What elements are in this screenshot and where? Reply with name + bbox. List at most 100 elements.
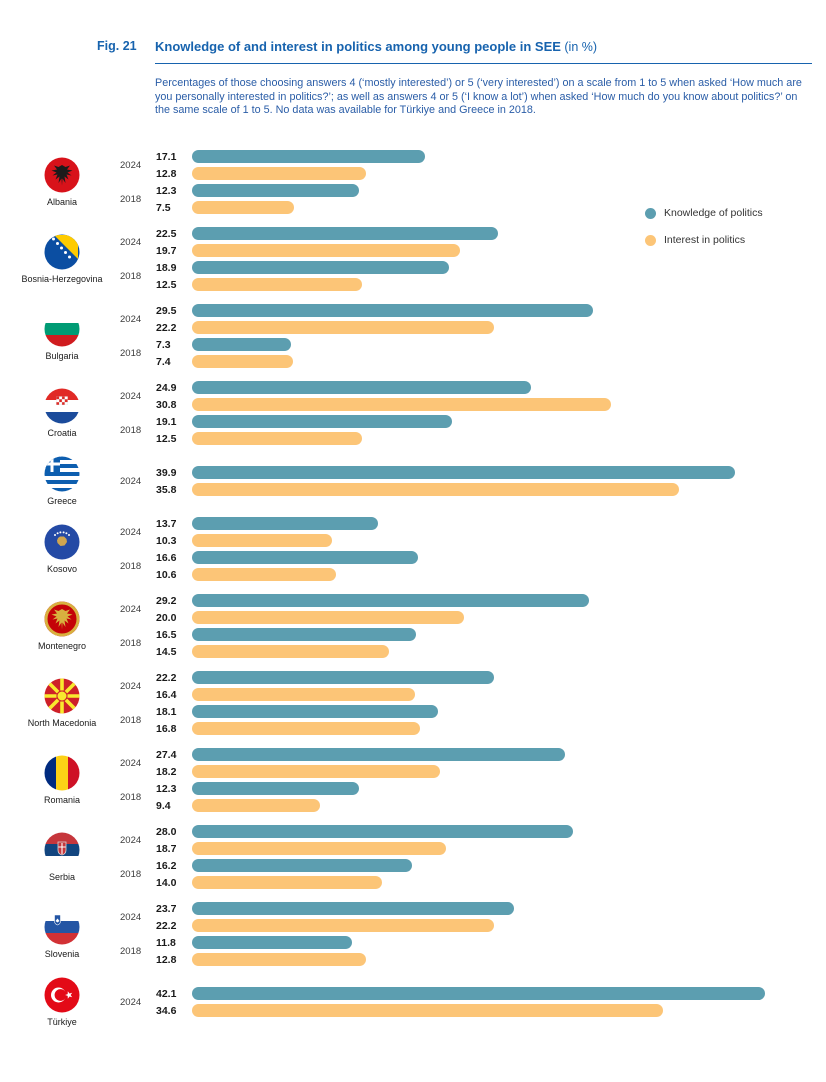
country-label: Albania (46, 197, 78, 208)
country-bars: 2024 42.1 34.6 (112, 985, 826, 1019)
year-pair: 2018 19.1 12.5 (112, 413, 826, 447)
country-cell: Montenegro (12, 601, 112, 651)
country-cell: Kosovo (12, 524, 112, 574)
interest-bar (192, 765, 440, 779)
value-label: 24.9 (156, 381, 177, 394)
albania-flag-icon (44, 157, 80, 193)
year-label: 2024 (120, 680, 142, 692)
value-label: 7.4 (156, 355, 171, 368)
value-label: 12.3 (156, 184, 177, 197)
value-label: 16.8 (156, 722, 177, 735)
bar-row: 35.8 (156, 481, 826, 498)
country-bars: 2024 13.7 10.3 2018 16.6 10.6 (112, 515, 826, 583)
value-label: 19.7 (156, 244, 177, 257)
bar-row: 11.8 (156, 934, 826, 951)
interest-bar (192, 645, 389, 659)
kosovo-flag-icon (44, 524, 80, 560)
knowledge-bar (192, 517, 378, 531)
country-cell: Romania (12, 755, 112, 805)
country-label: Bulgaria (45, 351, 79, 362)
knowledge-bar (192, 987, 765, 1001)
interest-bar (192, 432, 362, 446)
year-label: 2024 (120, 313, 142, 325)
north-macedonia-flag-icon (44, 678, 80, 714)
interest-bar (192, 722, 420, 736)
bar-row: 12.3 (156, 780, 826, 797)
year-label: 2024 (120, 834, 142, 846)
value-label: 30.8 (156, 398, 177, 411)
country-bars: 2024 27.4 18.2 2018 12.3 9.4 (112, 746, 826, 814)
country-label: Romania (43, 795, 81, 806)
year-label: 2024 (120, 911, 142, 923)
interest-bar (192, 398, 611, 412)
year-pair: 2024 27.4 18.2 (112, 746, 826, 780)
bar-row: 30.8 (156, 396, 826, 413)
interest-bar (192, 167, 366, 181)
interest-bar (192, 355, 293, 369)
country-group: Kosovo 2024 13.7 10.3 2018 16.6 10.6 (12, 515, 826, 583)
serbia-flag-icon (44, 832, 80, 868)
value-label: 29.5 (156, 304, 177, 317)
knowledge-bar (192, 261, 449, 275)
year-pair: 2018 7.3 7.4 (112, 336, 826, 370)
year-pair: 2018 16.5 14.5 (112, 626, 826, 660)
country-cell: Croatia (12, 388, 112, 438)
interest-bar (192, 1004, 663, 1018)
value-label: 18.1 (156, 705, 177, 718)
chart: Albania 2024 17.1 12.8 2018 12.3 7.5 Bosnia-Her… (0, 148, 826, 1027)
bar-row: 10.3 (156, 532, 826, 549)
bar-row: 16.4 (156, 686, 826, 703)
value-label: 7.5 (156, 201, 171, 214)
country-bars: 2024 23.7 22.2 2018 11.8 12.8 (112, 900, 826, 968)
bar-row: 14.0 (156, 874, 826, 891)
year-pair: 2024 29.5 22.2 (112, 302, 826, 336)
year-label: 2024 (120, 390, 142, 402)
country-bars: 2024 28.0 18.7 2018 16.2 14.0 (112, 823, 826, 891)
year-label: 2024 (120, 159, 142, 171)
year-label: 2024 (120, 526, 142, 538)
value-label: 35.8 (156, 483, 177, 496)
year-label: 2018 (120, 560, 142, 572)
year-pair: 2018 16.6 10.6 (112, 549, 826, 583)
bar-row: 18.7 (156, 840, 826, 857)
bar-row: 22.5 (156, 225, 826, 242)
interest-bar (192, 799, 320, 813)
knowledge-bar (192, 381, 531, 395)
value-label: 11.8 (156, 936, 176, 949)
figure-title-unit: (in %) (560, 40, 598, 54)
knowledge-bar (192, 466, 735, 480)
country-label: Slovenia (44, 949, 80, 960)
knowledge-bar (192, 671, 494, 685)
year-pair: 2024 23.7 22.2 (112, 900, 826, 934)
figure-title: Knowledge of and interest in politics am… (155, 39, 561, 54)
figure-number: Fig. 21 (97, 39, 137, 53)
year-label: 2018 (120, 424, 142, 436)
knowledge-bar (192, 705, 438, 719)
bar-row: 16.5 (156, 626, 826, 643)
country-group: Romania 2024 27.4 18.2 2018 12.3 9.4 (12, 746, 826, 814)
value-label: 23.7 (156, 902, 177, 915)
knowledge-bar (192, 859, 412, 873)
montenegro-flag-icon (44, 601, 80, 637)
interest-bar (192, 321, 494, 335)
value-label: 39.9 (156, 466, 177, 479)
legend-label-knowledge: Knowledge of politics (664, 207, 763, 219)
knowledge-bar (192, 782, 359, 796)
country-bars: 2024 29.2 20.0 2018 16.5 14.5 (112, 592, 826, 660)
bar-row: 22.2 (156, 319, 826, 336)
interest-bar (192, 568, 336, 582)
year-label: 2018 (120, 637, 142, 649)
year-label: 2024 (120, 996, 142, 1008)
value-label: 28.0 (156, 825, 177, 838)
interest-bar (192, 688, 415, 702)
country-group: Bosnia-Herzegovina 2024 22.5 19.7 2018 18.9 12… (12, 225, 826, 293)
legend-item-knowledge: Knowledge of politics (645, 207, 763, 219)
value-label: 16.5 (156, 628, 177, 641)
year-label: 2024 (120, 475, 142, 487)
bar-row: 27.4 (156, 746, 826, 763)
year-label: 2018 (120, 791, 142, 803)
value-label: 16.6 (156, 551, 177, 564)
slovenia-flag-icon (44, 909, 80, 945)
country-group: Slovenia 2024 23.7 22.2 2018 11.8 12.8 (12, 900, 826, 968)
country-cell: Albania (12, 157, 112, 207)
